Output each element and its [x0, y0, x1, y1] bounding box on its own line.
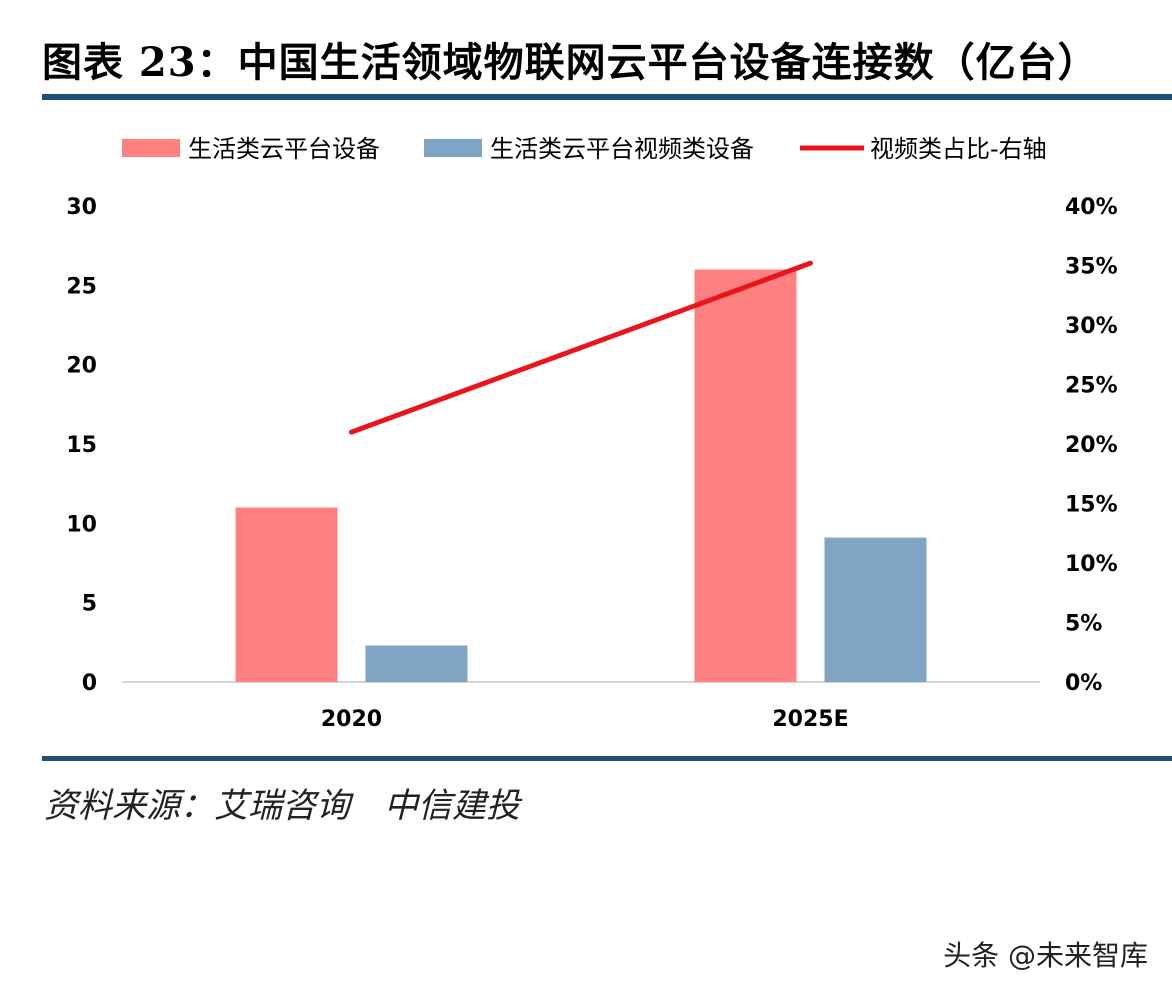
legend-swatch-video-devices — [424, 139, 482, 157]
watermark: 头条 @未来智库 — [943, 939, 1148, 972]
footer-rule — [42, 756, 1172, 761]
right-tick-label: 20% — [1065, 433, 1118, 458]
left-tick-label: 30 — [66, 195, 97, 220]
right-y-axis: 0% 5% 10% 15% 20% 25% 30% 35% 40% — [1065, 195, 1118, 696]
right-tick-label: 35% — [1065, 255, 1118, 280]
right-tick-label: 0% — [1065, 671, 1102, 696]
legend-swatch-cloud-devices — [122, 139, 180, 157]
right-tick-label: 40% — [1065, 195, 1118, 220]
left-tick-label: 15 — [66, 433, 97, 458]
left-tick-label: 5 — [82, 592, 97, 617]
bar-cloud-devices-2025E — [694, 269, 797, 682]
source-note: 资料来源：艾瑞咨询 中信建投 — [44, 786, 520, 826]
right-tick-label: 15% — [1065, 493, 1118, 518]
bar-cloud-devices-2020 — [235, 507, 338, 682]
left-tick-label: 0 — [82, 671, 97, 696]
legend-label: 生活类云平台设备 — [188, 135, 380, 163]
title-rule — [42, 94, 1172, 100]
right-tick-label: 30% — [1065, 314, 1118, 339]
left-tick-label: 20 — [66, 354, 97, 379]
left-tick-label: 25 — [66, 274, 97, 299]
right-tick-label: 25% — [1065, 374, 1118, 399]
chart-title: 图表 23：中国生活领域物联网云平台设备连接数（亿台） — [42, 39, 1099, 86]
legend: 生活类云平台设备 生活类云平台视频类设备 视频类占比-右轴 — [122, 135, 1047, 163]
bar-line-chart: 生活类云平台设备 生活类云平台视频类设备 视频类占比-右轴 0 5 10 15 20 25 30… — [66, 135, 1118, 732]
right-tick-label: 5% — [1065, 612, 1102, 637]
ratio-line — [349, 260, 813, 435]
legend-label: 生活类云平台视频类设备 — [490, 135, 754, 163]
x-tick-label: 2025E — [772, 707, 848, 732]
line-video-ratio — [349, 260, 813, 435]
x-tick-label: 2020 — [321, 707, 382, 732]
legend-label: 视频类占比-右轴 — [870, 135, 1047, 163]
left-y-axis: 0 5 10 15 20 25 30 — [66, 195, 97, 696]
left-tick-label: 10 — [66, 512, 97, 537]
right-tick-label: 10% — [1065, 552, 1118, 577]
bar-video-devices-2020 — [365, 645, 468, 682]
x-axis: 2020 2025E — [321, 707, 849, 732]
bars — [235, 269, 927, 682]
bar-video-devices-2025E — [824, 537, 927, 682]
